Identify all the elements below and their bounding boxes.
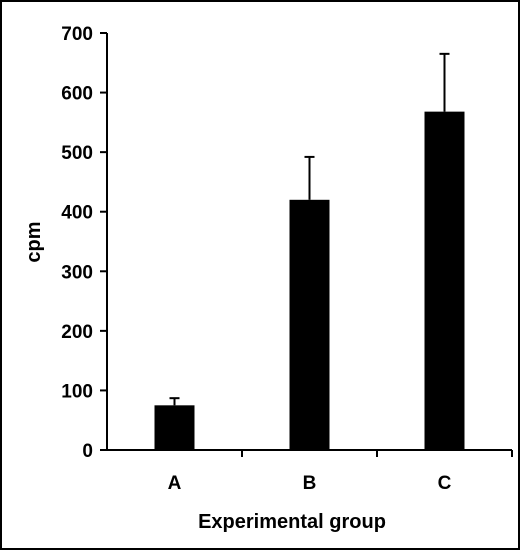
bar-C: [424, 111, 465, 451]
y-tick-label: 100: [61, 381, 93, 402]
y-tick-label: 700: [61, 24, 93, 45]
bar-A: [154, 405, 195, 450]
y-tick-label: 200: [61, 322, 93, 343]
x-tick-label: B: [303, 473, 317, 494]
x-tick-label: C: [438, 473, 452, 494]
bars: [154, 111, 513, 457]
y-tick-label: 300: [61, 262, 93, 283]
x-tick-label: A: [168, 473, 182, 494]
y-tick-label: 600: [61, 84, 93, 105]
error-bars: [169, 52, 450, 406]
y-ticks: 0 100 200 300 400 500 600 700: [61, 24, 107, 462]
y-tick-label: 500: [61, 143, 93, 164]
x-tick-labels: A B C: [168, 473, 452, 494]
x-axis-label: Experimental group: [198, 511, 386, 533]
y-axis-label: cpm: [23, 221, 45, 262]
y-tick-label: 0: [82, 441, 93, 462]
bar-B: [289, 199, 330, 450]
y-tick-label: 400: [61, 203, 93, 224]
